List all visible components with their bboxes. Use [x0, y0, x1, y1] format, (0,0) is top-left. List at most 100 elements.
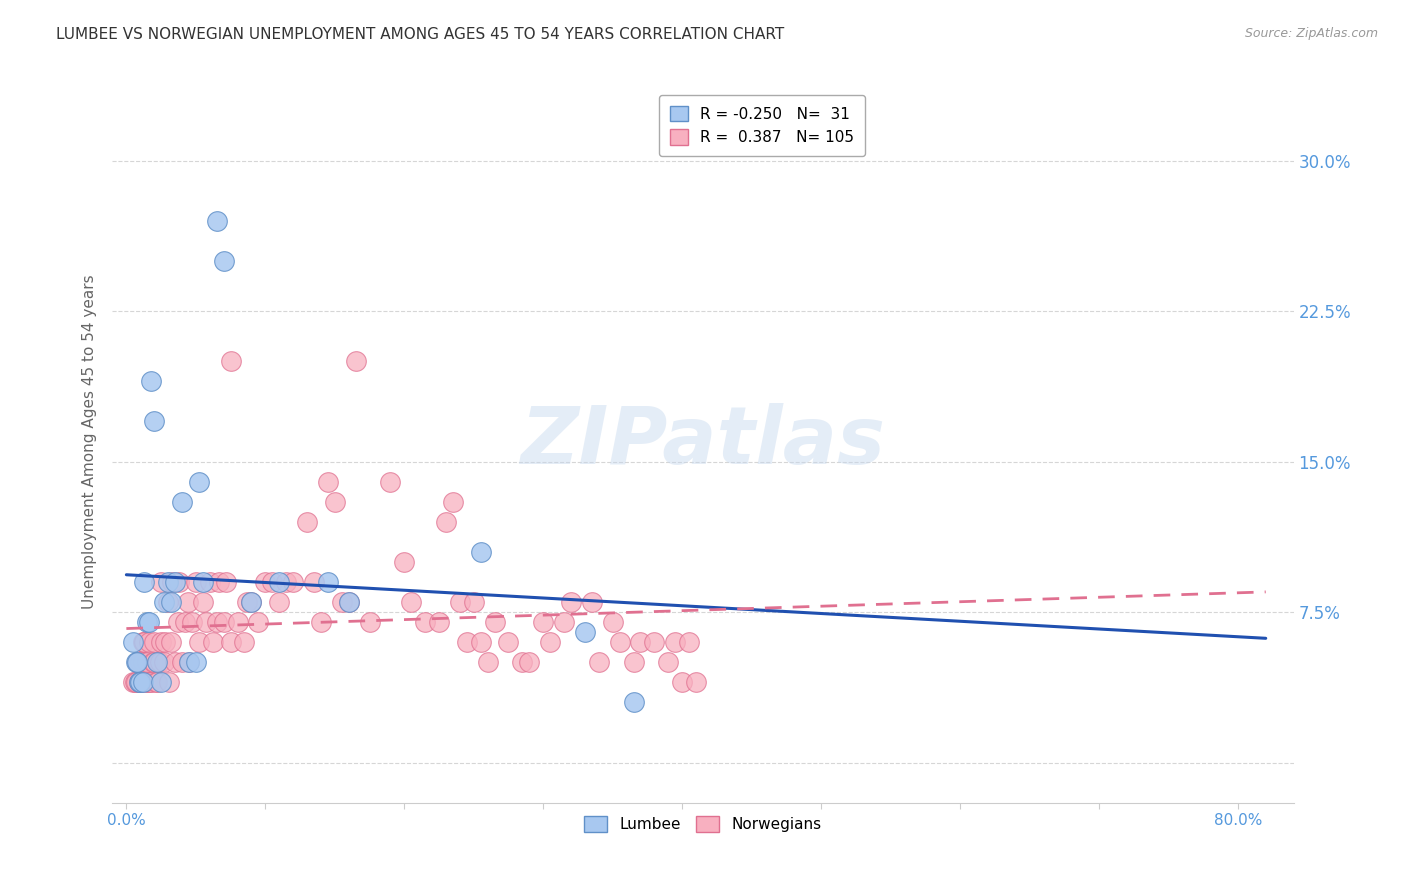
Point	[136, 655, 159, 669]
Text: ZIPatlas: ZIPatlas	[520, 402, 886, 481]
Point	[139, 675, 162, 690]
Point	[602, 615, 624, 630]
Point	[463, 595, 485, 609]
Point	[269, 595, 291, 609]
Point	[205, 615, 228, 630]
Point	[134, 635, 156, 649]
Point	[664, 635, 686, 649]
Point	[262, 575, 284, 590]
Point	[512, 655, 534, 669]
Point	[413, 615, 436, 630]
Point	[581, 595, 603, 609]
Point	[623, 696, 645, 710]
Point	[124, 675, 146, 690]
Point	[678, 635, 700, 649]
Point	[226, 615, 249, 630]
Point	[122, 635, 145, 649]
Point	[309, 615, 332, 630]
Point	[477, 655, 499, 669]
Point	[643, 635, 665, 649]
Point	[337, 595, 360, 609]
Point	[142, 655, 165, 669]
Point	[276, 575, 298, 590]
Point	[134, 575, 156, 590]
Point	[560, 595, 582, 609]
Point	[281, 575, 304, 590]
Point	[657, 655, 679, 669]
Point	[177, 655, 200, 669]
Point	[187, 475, 209, 489]
Point	[159, 675, 181, 690]
Point	[132, 635, 155, 649]
Point	[191, 575, 214, 590]
Point	[125, 655, 148, 669]
Point	[295, 515, 318, 529]
Point	[456, 635, 478, 649]
Point	[160, 635, 183, 649]
Point	[184, 655, 207, 669]
Point	[125, 675, 148, 690]
Point	[127, 655, 149, 669]
Point	[434, 515, 457, 529]
Point	[337, 595, 360, 609]
Point	[167, 575, 190, 590]
Point	[128, 675, 150, 690]
Point	[574, 625, 596, 640]
Point	[170, 494, 193, 508]
Point	[129, 675, 152, 690]
Point	[157, 595, 180, 609]
Point	[153, 595, 176, 609]
Point	[219, 635, 242, 649]
Point	[157, 575, 180, 590]
Point	[143, 635, 166, 649]
Point	[531, 615, 554, 630]
Point	[145, 675, 167, 690]
Point	[143, 414, 166, 429]
Point	[173, 615, 195, 630]
Point	[127, 655, 149, 669]
Point	[163, 655, 186, 669]
Point	[150, 635, 173, 649]
Point	[316, 475, 339, 489]
Point	[609, 635, 631, 649]
Point	[160, 595, 183, 609]
Point	[302, 575, 325, 590]
Point	[136, 615, 159, 630]
Text: LUMBEE VS NORWEGIAN UNEMPLOYMENT AMONG AGES 45 TO 54 YEARS CORRELATION CHART: LUMBEE VS NORWEGIAN UNEMPLOYMENT AMONG A…	[56, 27, 785, 42]
Point	[180, 615, 202, 630]
Point	[134, 635, 156, 649]
Point	[212, 254, 235, 268]
Point	[155, 635, 177, 649]
Point	[132, 655, 155, 669]
Point	[247, 615, 270, 630]
Point	[441, 494, 464, 508]
Point	[184, 575, 207, 590]
Point	[316, 575, 339, 590]
Point	[498, 635, 520, 649]
Point	[198, 575, 221, 590]
Point	[233, 635, 256, 649]
Point	[240, 595, 263, 609]
Point	[129, 675, 152, 690]
Point	[588, 655, 610, 669]
Point	[141, 375, 163, 389]
Point	[470, 635, 492, 649]
Point	[191, 595, 214, 609]
Point	[344, 354, 367, 368]
Point	[135, 675, 157, 690]
Text: Source: ZipAtlas.com: Source: ZipAtlas.com	[1244, 27, 1378, 40]
Point	[208, 575, 231, 590]
Point	[166, 615, 188, 630]
Point	[205, 213, 228, 227]
Point	[177, 655, 200, 669]
Point	[129, 655, 152, 669]
Point	[470, 545, 492, 559]
Point	[170, 655, 193, 669]
Point	[399, 595, 422, 609]
Point	[129, 675, 152, 690]
Point	[685, 675, 707, 690]
Point	[484, 615, 506, 630]
Point	[254, 575, 277, 590]
Point	[219, 354, 242, 368]
Point	[150, 575, 173, 590]
